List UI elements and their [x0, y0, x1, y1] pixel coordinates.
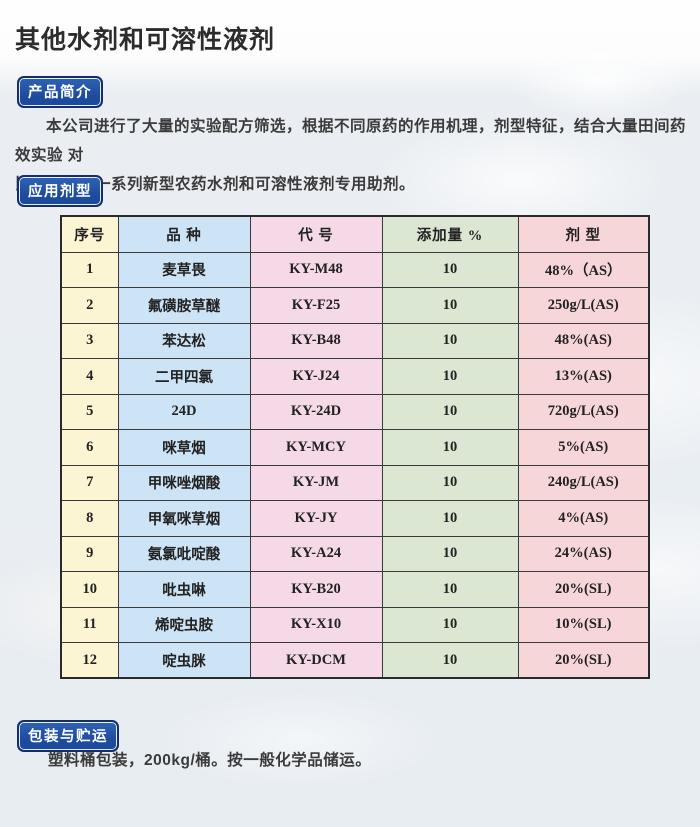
- table-row: 5 24D KY-24D 10 720g/L(AS): [60, 393, 650, 430]
- table-header-cell: 序号: [60, 215, 119, 253]
- table-row: 2 氟磺胺草醚 KY-F25 10 250g/L(AS): [60, 287, 650, 324]
- intro-paragraph: 本公司进行了大量的实验配方筛选，根据不同原药的作用机理，剂型特征，结合大量田间药…: [15, 112, 687, 199]
- table-row: 8 甲氧咪草烟 KY-JY 10 4%(AS): [60, 500, 650, 537]
- table-header-cell: 代 号: [249, 215, 383, 253]
- table-cell: 10: [381, 358, 519, 395]
- table-cell: 8: [60, 500, 119, 537]
- table-cell: 1: [60, 251, 119, 288]
- table-cell: KY-J24: [249, 358, 383, 395]
- table-row: 12 啶虫脒 KY-DCM 10 20%(SL): [60, 642, 650, 679]
- table-row: 3 苯达松 KY-B48 10 48%(AS): [60, 322, 650, 359]
- table-cell: 4%(AS): [517, 500, 650, 537]
- table-cell: 24%(AS): [517, 535, 650, 572]
- table-cell: 7: [60, 464, 119, 501]
- section-badge-applied-formulations: 应用剂型: [17, 175, 103, 207]
- table-cell: 10: [381, 571, 519, 608]
- table-cell: 24D: [117, 393, 251, 430]
- table-cell: KY-F25: [249, 287, 383, 324]
- table-cell: KY-24D: [249, 393, 383, 430]
- table-cell: 48%（AS）: [517, 251, 650, 288]
- table-cell: KY-DCM: [249, 642, 383, 679]
- table-row: 10 吡虫啉 KY-B20 10 20%(SL): [60, 571, 650, 608]
- table-cell: 10%(SL): [517, 606, 650, 643]
- formulations-table-header: 序号品 种代 号添加量 % 剂 型: [60, 215, 650, 253]
- table-row: 1 麦草畏 KY-M48 10 48%（AS）: [60, 251, 650, 288]
- table-cell: 甲氧咪草烟: [117, 500, 251, 537]
- table-cell: 2: [60, 287, 119, 324]
- table-cell: 甲咪唑烟酸: [117, 464, 251, 501]
- table-cell: KY-B48: [249, 322, 383, 359]
- table-row: 7 甲咪唑烟酸 KY-JM 10 240g/L(AS): [60, 464, 650, 501]
- section-badge-packaging-storage: 包装与贮运: [17, 720, 119, 752]
- table-cell: 10: [381, 322, 519, 359]
- table-cell: 二甲四氯: [117, 358, 251, 395]
- table-cell: 250g/L(AS): [517, 287, 650, 324]
- table-cell: 240g/L(AS): [517, 464, 650, 501]
- table-row: 4 二甲四氯 KY-J24 10 13%(AS): [60, 358, 650, 395]
- table-cell: 吡虫啉: [117, 571, 251, 608]
- table-cell: 6: [60, 429, 119, 466]
- packaging-text: 塑料桶包装，200kg/桶。按一般化学品储运。: [48, 752, 372, 769]
- table-cell: 10: [60, 571, 119, 608]
- table-cell: 9: [60, 535, 119, 572]
- table-header-cell: 剂 型: [517, 215, 650, 253]
- table-cell: KY-M48: [249, 251, 383, 288]
- table-cell: KY-JM: [249, 464, 383, 501]
- table-row: 6 咪草烟 KY-MCY 10 5%(AS): [60, 429, 650, 466]
- table-cell: 20%(SL): [517, 571, 650, 608]
- formulations-table-body: 1 麦草畏 KY-M48 10 48%（AS） 2 氟磺胺草醚 KY-F25 10 250g/L(…: [60, 251, 650, 679]
- table-header-cell: 品 种: [117, 215, 251, 253]
- table-cell: KY-JY: [249, 500, 383, 537]
- table-cell: 氟磺胺草醚: [117, 287, 251, 324]
- table-cell: KY-MCY: [249, 429, 383, 466]
- table-cell: 10: [381, 429, 519, 466]
- table-cell: 48%(AS): [517, 322, 650, 359]
- table-cell: 10: [381, 535, 519, 572]
- table-cell: 4: [60, 358, 119, 395]
- table-cell: KY-A24: [249, 535, 383, 572]
- table-cell: 10: [381, 393, 519, 430]
- table-cell: 12: [60, 642, 119, 679]
- table-cell: 10: [381, 500, 519, 537]
- formulations-table: 序号品 种代 号添加量 % 剂 型 1 麦草畏 KY-M48 10 48%（AS） 2 氟磺胺…: [60, 215, 650, 679]
- table-cell: 氨氯吡啶酸: [117, 535, 251, 572]
- table-cell: KY-X10: [249, 606, 383, 643]
- table-cell: 720g/L(AS): [517, 393, 650, 430]
- table-cell: 11: [60, 606, 119, 643]
- table-cell: 13%(AS): [517, 358, 650, 395]
- section-badge-product-intro: 产品简介: [17, 76, 103, 108]
- table-cell: 咪草烟: [117, 429, 251, 466]
- table-cell: 5%(AS): [517, 429, 650, 466]
- table-cell: 10: [381, 464, 519, 501]
- table-cell: 10: [381, 287, 519, 324]
- page-title: 其他水剂和可溶性液剂: [15, 26, 276, 54]
- intro-paragraph-line-2: 比，研发出一系列新型农药水剂和可溶性液剂专用助剂。: [15, 176, 416, 193]
- table-header-row: 序号品 种代 号添加量 % 剂 型: [60, 215, 650, 253]
- table-cell: 5: [60, 393, 119, 430]
- table-cell: 10: [381, 251, 519, 288]
- table-cell: 麦草畏: [117, 251, 251, 288]
- table-cell: 3: [60, 322, 119, 359]
- intro-paragraph-line-1: 本公司进行了大量的实验配方筛选，根据不同原药的作用机理，剂型特征，结合大量田间药…: [15, 118, 687, 164]
- table-cell: 苯达松: [117, 322, 251, 359]
- table-row: 11 烯啶虫胺 KY-X10 10 10%(SL): [60, 606, 650, 643]
- table-cell: 烯啶虫胺: [117, 606, 251, 643]
- table-row: 9 氨氯吡啶酸 KY-A24 10 24%(AS): [60, 535, 650, 572]
- table-cell: KY-B20: [249, 571, 383, 608]
- table-header-cell: 添加量 %: [381, 215, 519, 253]
- table-cell: 10: [381, 642, 519, 679]
- table-cell: 20%(SL): [517, 642, 650, 679]
- table-cell: 啶虫脒: [117, 642, 251, 679]
- table-cell: 10: [381, 606, 519, 643]
